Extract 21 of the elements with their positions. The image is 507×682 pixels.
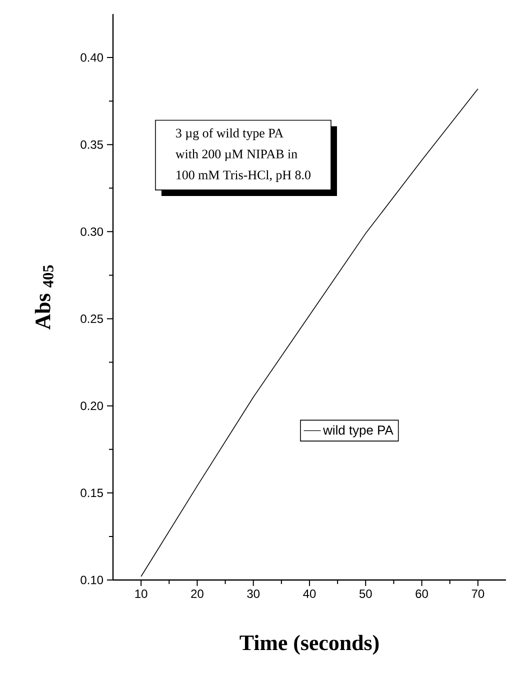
x-tick-label: 70 <box>472 590 484 598</box>
annotation: 100 mM Tris-HCl, pH 8.0 <box>176 170 310 182</box>
legend-label: wild type PA <box>323 425 394 438</box>
y-tick-label: 0.10 <box>80 576 104 584</box>
annotation: 3 µg of wild type PA <box>176 128 284 140</box>
x-tick-label: 60 <box>416 590 428 598</box>
y-tick-label: 0.30 <box>80 227 104 236</box>
y-axis-title: Abs $_{405}$ <box>34 265 54 330</box>
x-tick-label: 50 <box>359 590 372 598</box>
y-tick-label: 0.25 <box>80 314 103 323</box>
y-tick-label: 0.40 <box>80 53 104 62</box>
y-tick-label: 0.20 <box>80 402 104 410</box>
x-tick-label: 20 <box>191 590 204 598</box>
y-tick-label: 0.35 <box>80 140 103 149</box>
annotation: with 200 µM NIPAB in <box>175 149 298 162</box>
line-series <box>140 88 478 577</box>
x-tick-label: 10 <box>135 590 148 598</box>
x-tick-label: 40 <box>303 590 316 598</box>
x-tick-label: 30 <box>247 590 260 598</box>
x-axis-title: Time (seconds) <box>240 634 379 655</box>
y-tick-label: 0.15 <box>80 488 103 498</box>
